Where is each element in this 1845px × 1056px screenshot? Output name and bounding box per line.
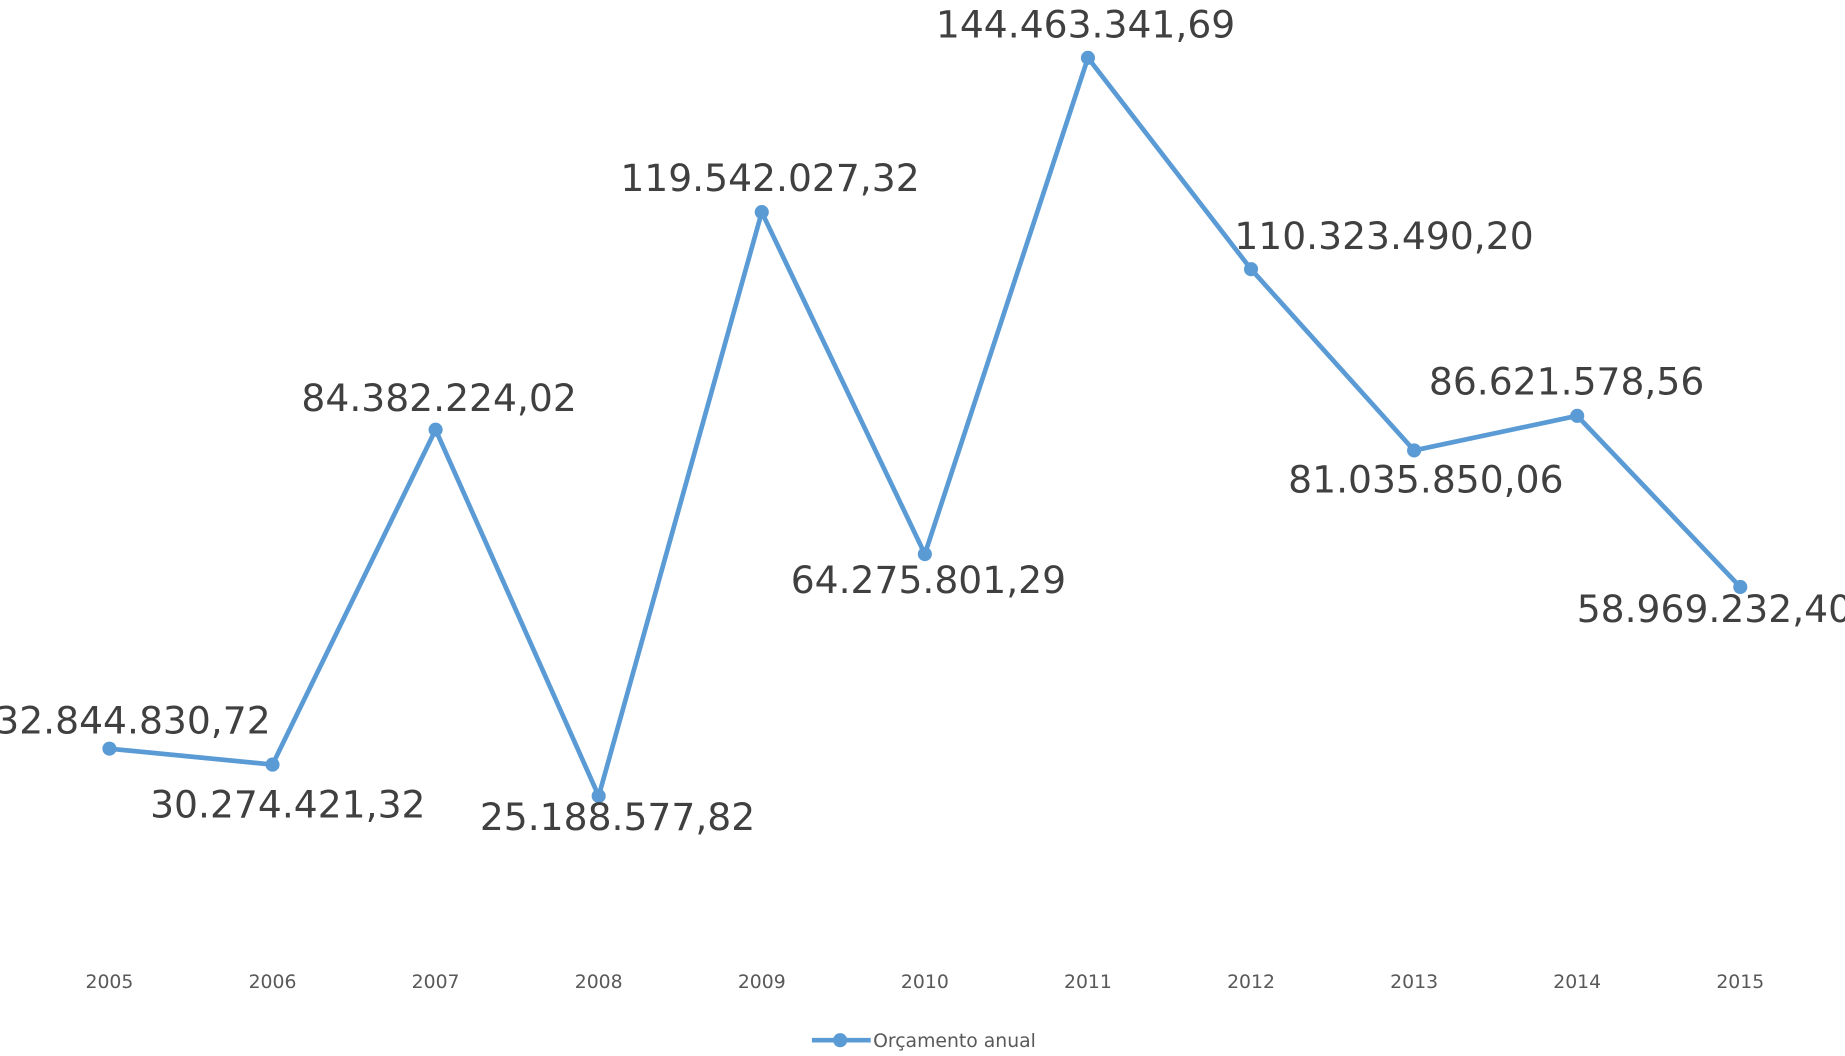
x-tick-label: 2015 (1716, 972, 1764, 993)
x-tick-label: 2012 (1227, 972, 1275, 993)
data-point (1570, 408, 1585, 423)
data-point (428, 422, 443, 437)
data-point (591, 788, 606, 804)
series-line (109, 55, 1742, 799)
x-tick-label: 2013 (1390, 972, 1438, 993)
x-tick-label: 2007 (412, 972, 460, 993)
data-point (1080, 50, 1095, 65)
x-tick-label: 2014 (1553, 972, 1601, 993)
data-label: 64.275.801,29 (791, 558, 1066, 602)
x-tick-label: 2008 (575, 972, 623, 993)
data-label: 58.969.232,40 (1577, 587, 1845, 631)
data-label: 86.621.578,56 (1429, 360, 1704, 404)
data-point (917, 547, 932, 562)
data-point (1243, 262, 1259, 277)
data-point (1733, 579, 1748, 595)
x-tick-label: 2009 (738, 972, 786, 993)
data-point (265, 757, 280, 772)
data-label: 81.035.850,06 (1288, 458, 1563, 502)
data-label: 110.323.490,20 (1234, 214, 1533, 258)
legend-label: Orçamento anual (873, 1031, 1036, 1052)
data-label: 32.844.830,72 (0, 698, 271, 742)
data-label: 119.542.027,32 (620, 156, 919, 200)
data-label: 144.463.341,69 (936, 3, 1235, 47)
x-tick-label: 2005 (85, 972, 133, 993)
legend-marker (833, 1033, 848, 1048)
x-tick-label: 2006 (249, 972, 297, 993)
data-point (102, 741, 117, 756)
x-tick-label: 2010 (901, 972, 949, 993)
data-label: 30.274.421,32 (150, 782, 425, 826)
x-tick-label: 2011 (1064, 972, 1112, 993)
data-label: 25.188.577,82 (480, 795, 755, 839)
data-point (1407, 443, 1422, 458)
data-point (754, 205, 769, 220)
data-label: 84.382.224,02 (301, 376, 576, 420)
